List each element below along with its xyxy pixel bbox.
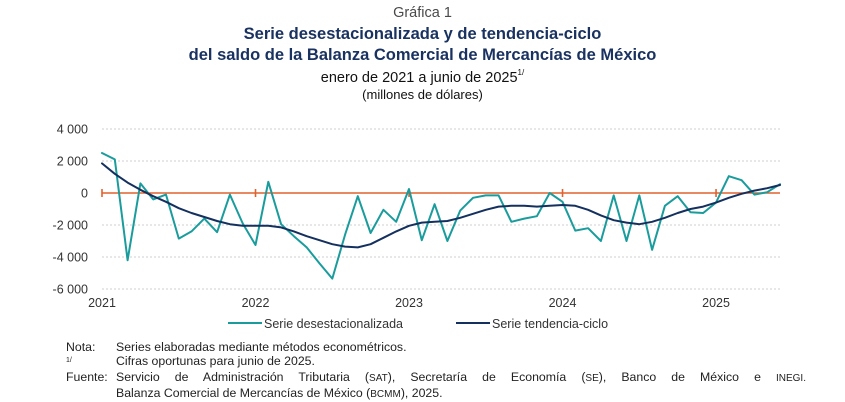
gridlines — [102, 128, 780, 290]
chart-notes: Nota: Series elaboradas mediante métodos… — [66, 340, 806, 402]
legend-label-tendencia: Serie tendencia-ciclo — [492, 317, 608, 331]
y-tick-label: -4 000 — [53, 251, 88, 265]
footnote-text: Cifras oportunas para junio de 2025. — [116, 354, 315, 368]
x-tick-label: 2021 — [88, 296, 116, 310]
series-line-desestacionalizada — [101, 152, 781, 280]
x-axis-ticks: 2021 2022 2023 2024 2025 — [88, 296, 730, 310]
y-tick-label: -6 000 — [53, 283, 88, 297]
y-tick-label: 0 — [81, 187, 88, 201]
note-row: Nota: Series elaboradas mediante métodos… — [66, 340, 806, 354]
y-axis-ticks: 4 000 2 000 0 -2 000 -4 000 -6 000 — [53, 123, 89, 297]
chart-title-line1: Serie desestacionalizada y de tendencia-… — [243, 25, 602, 43]
chart-units: (millones de dólares) — [362, 87, 483, 102]
footnote-label: 1/ — [66, 357, 72, 364]
y-tick-label: 4 000 — [57, 123, 88, 137]
subtitle-text: enero de 2021 a junio de 2025 — [320, 70, 518, 86]
x-tick-label: 2024 — [549, 296, 577, 310]
y-tick-label: 2 000 — [57, 155, 88, 169]
series-lines — [101, 152, 781, 280]
note-label: Nota: — [66, 340, 96, 354]
x-tick-label: 2023 — [395, 296, 423, 310]
x-tick-label: 2025 — [702, 296, 730, 310]
source-line2: Balanza Comercial de Mercancías de Méxic… — [116, 386, 443, 400]
source-line1: Servicio de Administración Tributaria (S… — [116, 370, 806, 384]
series-line-tendencia-ciclo — [101, 162, 781, 249]
figure-number: Gráfica 1 — [393, 5, 452, 21]
footnote-row: 1/ Cifras oportunas para junio de 2025. — [66, 354, 806, 370]
zero-reference-line — [101, 189, 780, 197]
x-tick-label: 2022 — [242, 296, 270, 310]
source-text: Servicio de Administración Tributaria (S… — [116, 370, 806, 402]
y-tick-label: -2 000 — [53, 219, 88, 233]
legend: Serie desestacionalizada Serie tendencia… — [228, 317, 608, 331]
note-text: Series elaboradas mediante métodos econo… — [116, 340, 407, 354]
chart-title: Serie desestacionalizada y de tendencia-… — [0, 24, 845, 66]
source-row: Fuente: Servicio de Administración Tribu… — [66, 370, 806, 402]
subtitle-footnote-mark: 1/ — [517, 68, 525, 77]
legend-label-desestacionalizada: Serie desestacionalizada — [264, 317, 403, 331]
chart-title-line2: del saldo de la Balanza Comercial de Mer… — [188, 46, 657, 64]
source-label: Fuente: — [66, 370, 108, 384]
chart-subtitle: enero de 2021 a junio de 20251/ — [0, 68, 845, 86]
